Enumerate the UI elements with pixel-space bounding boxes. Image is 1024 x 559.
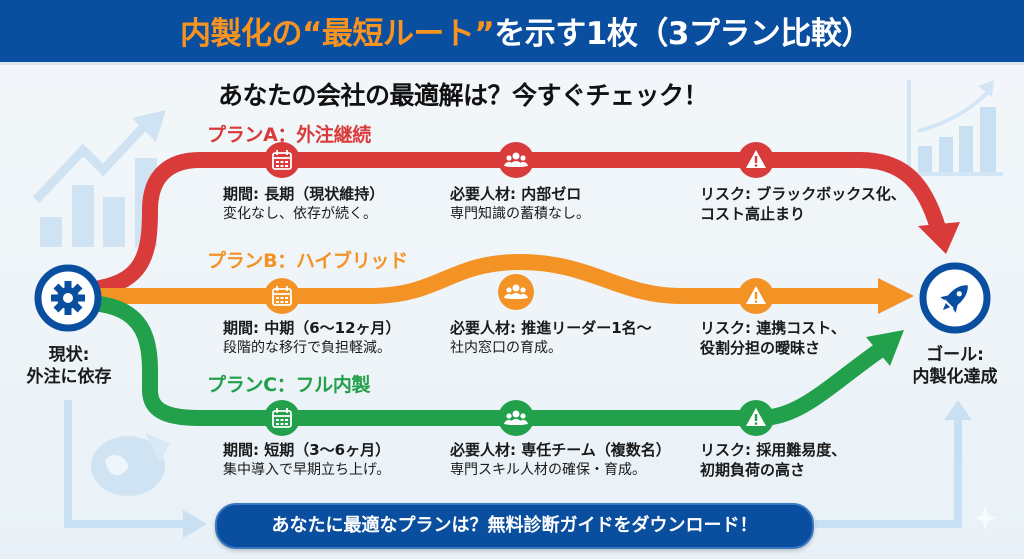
calendar-icon <box>272 150 292 170</box>
plan-c-risk-detail: 初期負荷の高さ <box>700 461 806 479</box>
plan-c-talent: 必要人材: 専任チーム（複数名） 専門スキル人材の確保・育成。 <box>450 440 671 480</box>
warning-icon <box>746 150 766 168</box>
plan-b-markers <box>264 274 774 314</box>
plan-b-risk-detail: 役割分担の曖昧さ <box>700 339 821 357</box>
goal-label: ゴール: 内製化達成 <box>900 344 1010 388</box>
page-title-accent: 内製化の“最短ルート” <box>180 16 495 52</box>
plan-b-risk-heading: リスク: 連携コスト、 <box>700 319 846 337</box>
decor-bar-chart-icon <box>907 80 1003 176</box>
start-node <box>34 264 102 332</box>
plan-a-talent-detail: 専門知識の蓄積なし。 <box>450 206 590 222</box>
start-label-line2: 外注に依存 <box>26 367 112 387</box>
plan-a-period-heading: 期間: 長期（現状維持） <box>223 185 385 203</box>
plan-a-period-detail: 変化なし、依存が続く。 <box>223 206 377 222</box>
plan-c-talent-heading: 必要人材: 専任チーム（複数名） <box>450 441 671 459</box>
page-title: 内製化の“最短ルート”を示す1枚（3プラン比較） <box>180 8 1000 53</box>
plan-c-talent-detail: 専門スキル人材の確保・育成。 <box>450 462 646 478</box>
decor-globe-icon <box>91 433 170 496</box>
plan-c-risk: リスク: 採用難易度、 初期負荷の高さ <box>700 440 846 480</box>
plan-c-risk-heading: リスク: 採用難易度、 <box>700 441 847 459</box>
gear-icon <box>51 281 85 315</box>
plan-a-talent: 必要人材: 内部ゼロ 専門知識の蓄積なし。 <box>450 184 590 224</box>
team-icon <box>504 284 528 299</box>
plan-c-period-heading: 期間: 短期（3〜6ヶ月） <box>223 441 391 459</box>
team-icon <box>504 410 528 425</box>
plan-b-talent: 必要人材: 推進リーダー1名〜 社内窓口の育成。 <box>450 318 652 358</box>
header-banner: 内製化の“最短ルート”を示す1枚（3プラン比較） <box>0 0 1024 65</box>
goal-label-line1: ゴール: <box>926 345 984 365</box>
plan-a-period: 期間: 長期（現状維持） 変化なし、依存が続く。 <box>223 184 384 224</box>
plan-a-talent-heading: 必要人材: 内部ゼロ <box>450 185 582 203</box>
team-icon <box>504 152 528 167</box>
plan-c-period: 期間: 短期（3〜6ヶ月） 集中導入で早期立ち上げ。 <box>223 440 390 480</box>
sparkle-icon <box>973 506 997 530</box>
page-title-rest: を示す1枚（3プラン比較） <box>494 16 872 52</box>
plan-b-period: 期間: 中期（6〜12ヶ月） 段階的な移行で負担軽減。 <box>223 318 401 358</box>
plan-c-period-detail: 集中導入で早期立ち上げ。 <box>223 462 391 478</box>
plan-a-risk-detail: コスト高止まり <box>700 205 806 223</box>
plan-a-title: プランA：外注継続 <box>207 124 372 146</box>
calendar-icon <box>272 408 292 428</box>
plan-b-period-heading: 期間: 中期（6〜12ヶ月） <box>223 319 401 337</box>
warning-icon <box>746 408 766 426</box>
warning-icon <box>746 286 766 304</box>
start-label-line1: 現状: <box>48 345 90 365</box>
goal-node <box>919 262 991 334</box>
plan-a-risk-heading: リスク: ブラックボックス化、 <box>700 185 906 203</box>
rocket-icon <box>940 285 968 313</box>
decor-arrow-head-up <box>944 400 972 420</box>
plan-c-markers <box>264 400 774 436</box>
download-guide-button[interactable]: あなたに最適なプランは？無料診断ガイドをダウンロード！ <box>215 503 814 549</box>
plan-b-period-detail: 段階的な移行で負担軽減。 <box>223 340 391 356</box>
plan-b-risk: リスク: 連携コスト、 役割分担の曖昧さ <box>700 318 846 358</box>
route-plan-a <box>92 152 960 296</box>
plan-b-title: プランB：ハイブリッド <box>207 250 408 272</box>
goal-label-line2: 内製化達成 <box>912 367 998 387</box>
route-plan-b <box>100 253 914 314</box>
plan-c-title: プランC：フル内製 <box>207 374 371 396</box>
decor-flow-arrows <box>64 400 962 528</box>
plan-a-markers <box>264 142 774 178</box>
plan-a-risk: リスク: ブラックボックス化、 コスト高止まり <box>700 184 906 224</box>
subtitle: あなたの会社の最適解は？今すぐチェック！ <box>218 81 709 110</box>
plan-b-talent-detail: 社内窓口の育成。 <box>450 340 562 356</box>
calendar-icon <box>272 286 292 306</box>
start-label: 現状: 外注に依存 <box>14 344 124 388</box>
plan-b-talent-heading: 必要人材: 推進リーダー1名〜 <box>450 319 652 337</box>
decor-arrow-head-right <box>183 510 207 538</box>
route-plan-c <box>92 296 904 426</box>
